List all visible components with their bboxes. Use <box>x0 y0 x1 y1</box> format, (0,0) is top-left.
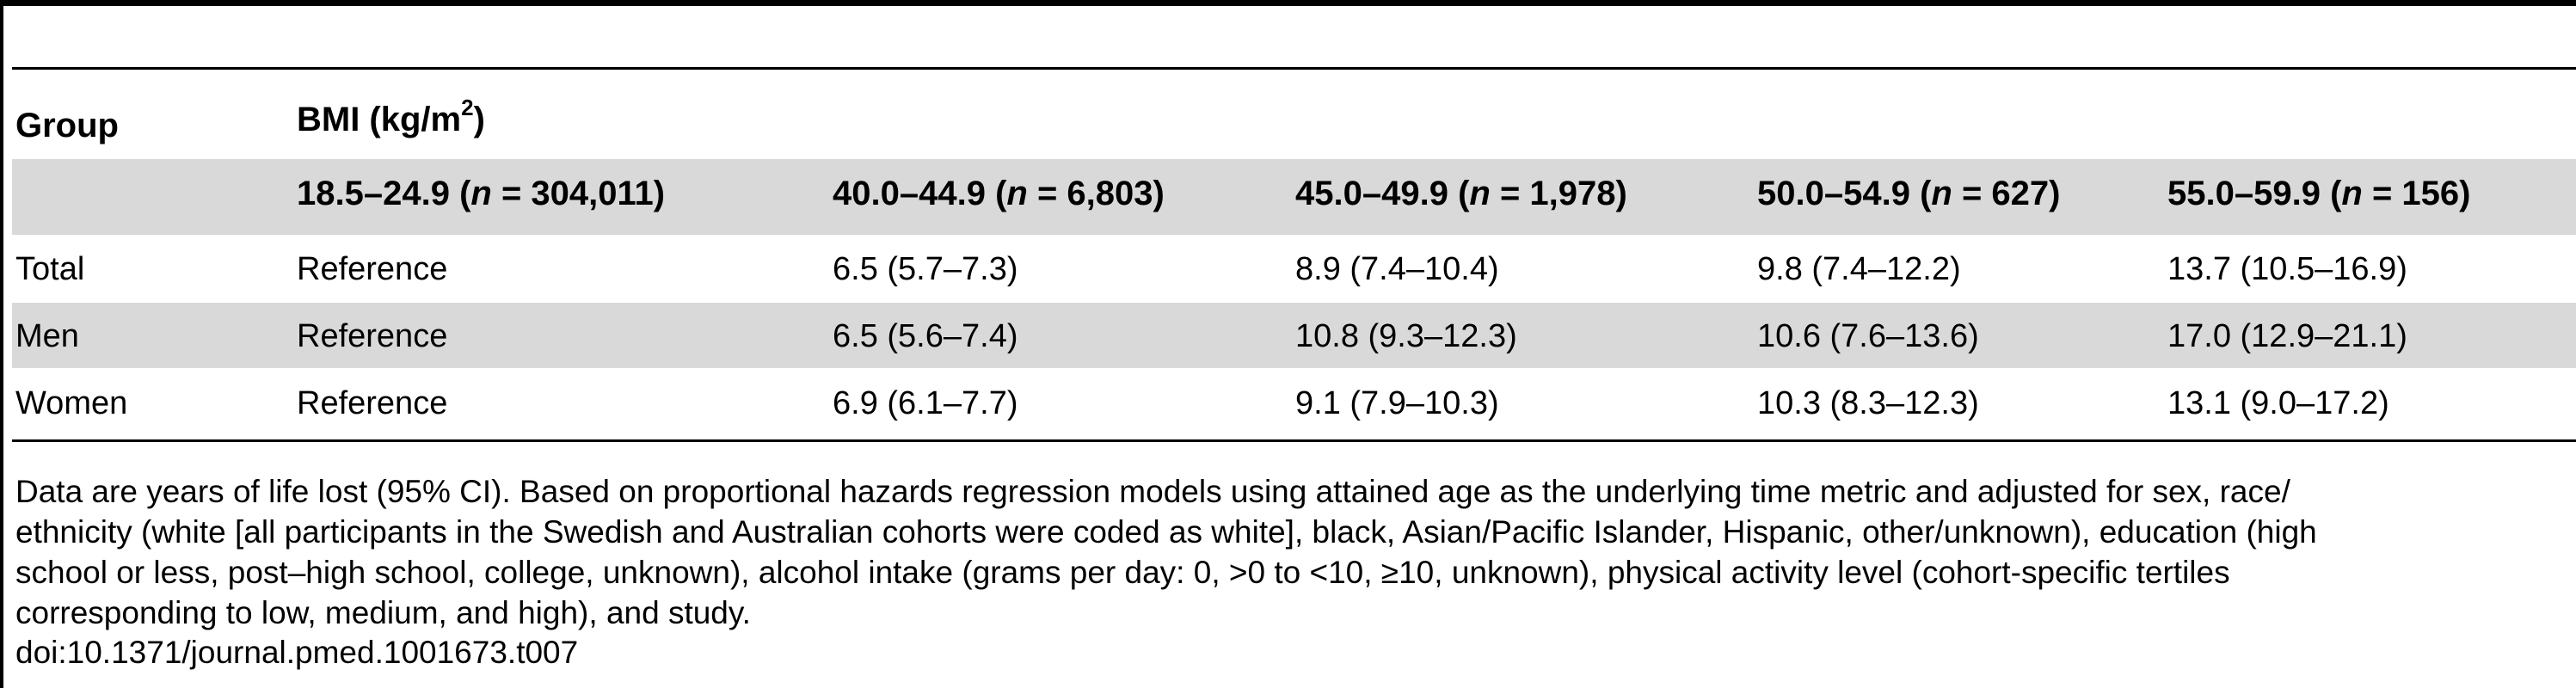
column-n-label: n <box>1469 175 1491 212</box>
column-header-55-0-59-9: 55.0–59.9 (n = 156) <box>2167 175 2470 213</box>
table-row-total: Total Reference 6.5 (5.7–7.3) 8.9 (7.4–1… <box>12 236 2576 301</box>
column-n-value: = 627) <box>1952 175 2061 212</box>
bmi-column-group-header: BMI (kg/m2) <box>297 95 485 139</box>
table-footnote: Data are years of life lost (95% CI). Ba… <box>15 471 2561 633</box>
row-group-label: Men <box>15 318 79 354</box>
table-cell: 10.3 (8.3–12.3) <box>1757 385 1979 421</box>
column-header-45-0-49-9: 45.0–49.9 (n = 1,978) <box>1295 175 1627 213</box>
table-cell: 6.5 (5.7–7.3) <box>833 251 1018 287</box>
page-left-border <box>0 0 3 688</box>
group-column-header: Group <box>15 107 119 144</box>
footnote-line: school or less, post–high school, colleg… <box>15 555 2230 590</box>
table-subheader-band <box>12 159 2576 235</box>
column-header-50-0-54-9: 50.0–54.9 (n = 627) <box>1757 175 2060 213</box>
table-cell: Reference <box>297 251 448 287</box>
table-cell: 13.7 (10.5–16.9) <box>2167 251 2407 287</box>
table-bottom-rule <box>12 439 2576 442</box>
column-n-value: = 156) <box>2362 175 2471 212</box>
table-cell: 9.1 (7.9–10.3) <box>1295 385 1499 421</box>
table-cell: 8.9 (7.4–10.4) <box>1295 251 1499 287</box>
column-header-40-0-44-9: 40.0–44.9 (n = 6,803) <box>833 175 1165 213</box>
table-cell: 9.8 (7.4–12.2) <box>1757 251 1961 287</box>
column-n-label: n <box>1931 175 1952 212</box>
bmi-header-superscript: 2 <box>461 95 474 120</box>
column-range: 40.0–44.9 ( <box>833 175 1007 212</box>
table-row-women: Women Reference 6.9 (6.1–7.7) 9.1 (7.9–1… <box>12 370 2576 435</box>
bmi-header-text: BMI (kg/m <box>297 101 462 138</box>
doi-reference: doi:10.1371/journal.pmed.1001673.t007 <box>15 635 579 670</box>
table-cell: Reference <box>297 385 448 421</box>
column-range: 50.0–54.9 ( <box>1757 175 1932 212</box>
table-top-rule <box>12 67 2576 70</box>
footnote-line: ethnicity (white [all participants in th… <box>15 514 2317 550</box>
footnote-line: corresponding to low, medium, and high),… <box>15 595 751 630</box>
table-cell: 6.9 (6.1–7.7) <box>833 385 1018 421</box>
row-group-label: Total <box>15 251 85 287</box>
table-header-row <box>12 70 2576 159</box>
footnote-line: Data are years of life lost (95% CI). Ba… <box>15 474 2290 509</box>
table-row-men: Men Reference 6.5 (5.6–7.4) 10.8 (9.3–12… <box>12 303 2576 368</box>
column-n-value: = 1,978) <box>1490 175 1627 212</box>
column-range: 45.0–49.9 ( <box>1295 175 1470 212</box>
table-cell: 10.8 (9.3–12.3) <box>1295 318 1517 354</box>
table-cell: 17.0 (12.9–21.1) <box>2167 318 2407 354</box>
bmi-header-close: ) <box>473 101 485 138</box>
column-n-label: n <box>2341 175 2363 212</box>
table-cell: 13.1 (9.0–17.2) <box>2167 385 2389 421</box>
table-cell: 10.6 (7.6–13.6) <box>1757 318 1979 354</box>
column-range: 18.5–24.9 ( <box>297 175 471 212</box>
table-cell: 6.5 (5.6–7.4) <box>833 318 1018 354</box>
column-n-label: n <box>1006 175 1028 212</box>
page-top-border <box>0 0 2576 6</box>
table-cell: Reference <box>297 318 448 354</box>
column-n-value: = 6,803) <box>1027 175 1165 212</box>
row-group-label: Women <box>15 385 128 421</box>
column-range: 55.0–59.9 ( <box>2167 175 2342 212</box>
column-n-label: n <box>470 175 492 212</box>
column-n-value: = 304,011) <box>491 175 666 212</box>
column-header-18-5-24-9: 18.5–24.9 (n = 304,011) <box>297 175 665 213</box>
